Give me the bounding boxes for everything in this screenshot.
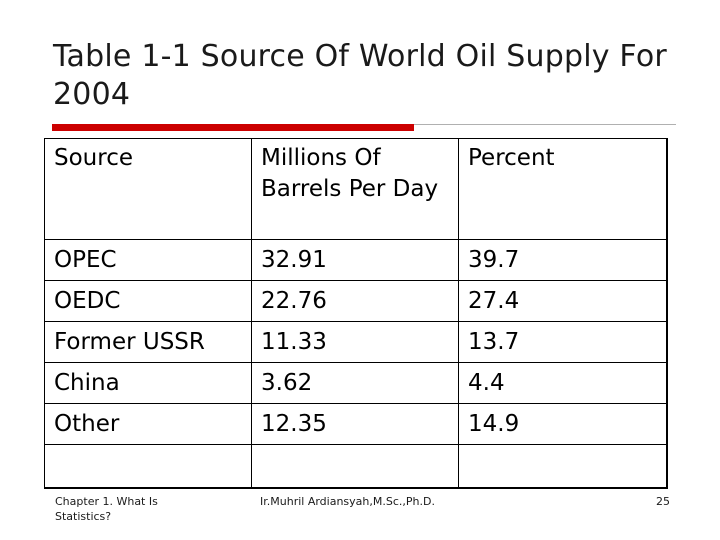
oil-supply-table: Source Millions Of Barrels Per Day Perce…: [44, 138, 668, 489]
header-source: Source: [44, 138, 252, 240]
cell-percent: 27.4: [458, 280, 667, 322]
table-row: OEDC 22.76 27.4: [44, 280, 667, 322]
cell-millions: 11.33: [251, 321, 459, 363]
slide-title: Table 1-1 Source Of World Oil Supply For…: [53, 39, 667, 112]
table-row-empty: [44, 444, 667, 488]
cell-percent: [458, 444, 667, 488]
cell-source: China: [44, 362, 252, 404]
cell-source: [44, 444, 252, 488]
header-percent: Percent: [458, 138, 667, 240]
cell-percent: 13.7: [458, 321, 667, 363]
footer-page-number: 25: [656, 495, 670, 508]
cell-source: Other: [44, 403, 252, 445]
cell-millions: 12.35: [251, 403, 459, 445]
cell-source: OPEC: [44, 239, 252, 281]
cell-percent: 4.4: [458, 362, 667, 404]
cell-percent: 39.7: [458, 239, 667, 281]
table-row: Other 12.35 14.9: [44, 403, 667, 445]
cell-source: Former USSR: [44, 321, 252, 363]
cell-millions: 3.62: [251, 362, 459, 404]
table-header-row: Source Millions Of Barrels Per Day Perce…: [44, 138, 667, 240]
table-row: China 3.62 4.4: [44, 362, 667, 404]
footer-chapter: Chapter 1. What Is Statistics?: [55, 495, 158, 523]
cell-source: OEDC: [44, 280, 252, 322]
cell-millions: 32.91: [251, 239, 459, 281]
header-millions-barrels: Millions Of Barrels Per Day: [251, 138, 459, 240]
footer-author: Ir.Muhril Ardiansyah,M.Sc.,Ph.D.: [260, 495, 435, 508]
table-row: Former USSR 11.33 13.7: [44, 321, 667, 363]
table-row: OPEC 32.91 39.7: [44, 239, 667, 281]
cell-percent: 14.9: [458, 403, 667, 445]
title-accent-bar: [52, 124, 414, 131]
cell-millions: [251, 444, 459, 488]
cell-millions: 22.76: [251, 280, 459, 322]
